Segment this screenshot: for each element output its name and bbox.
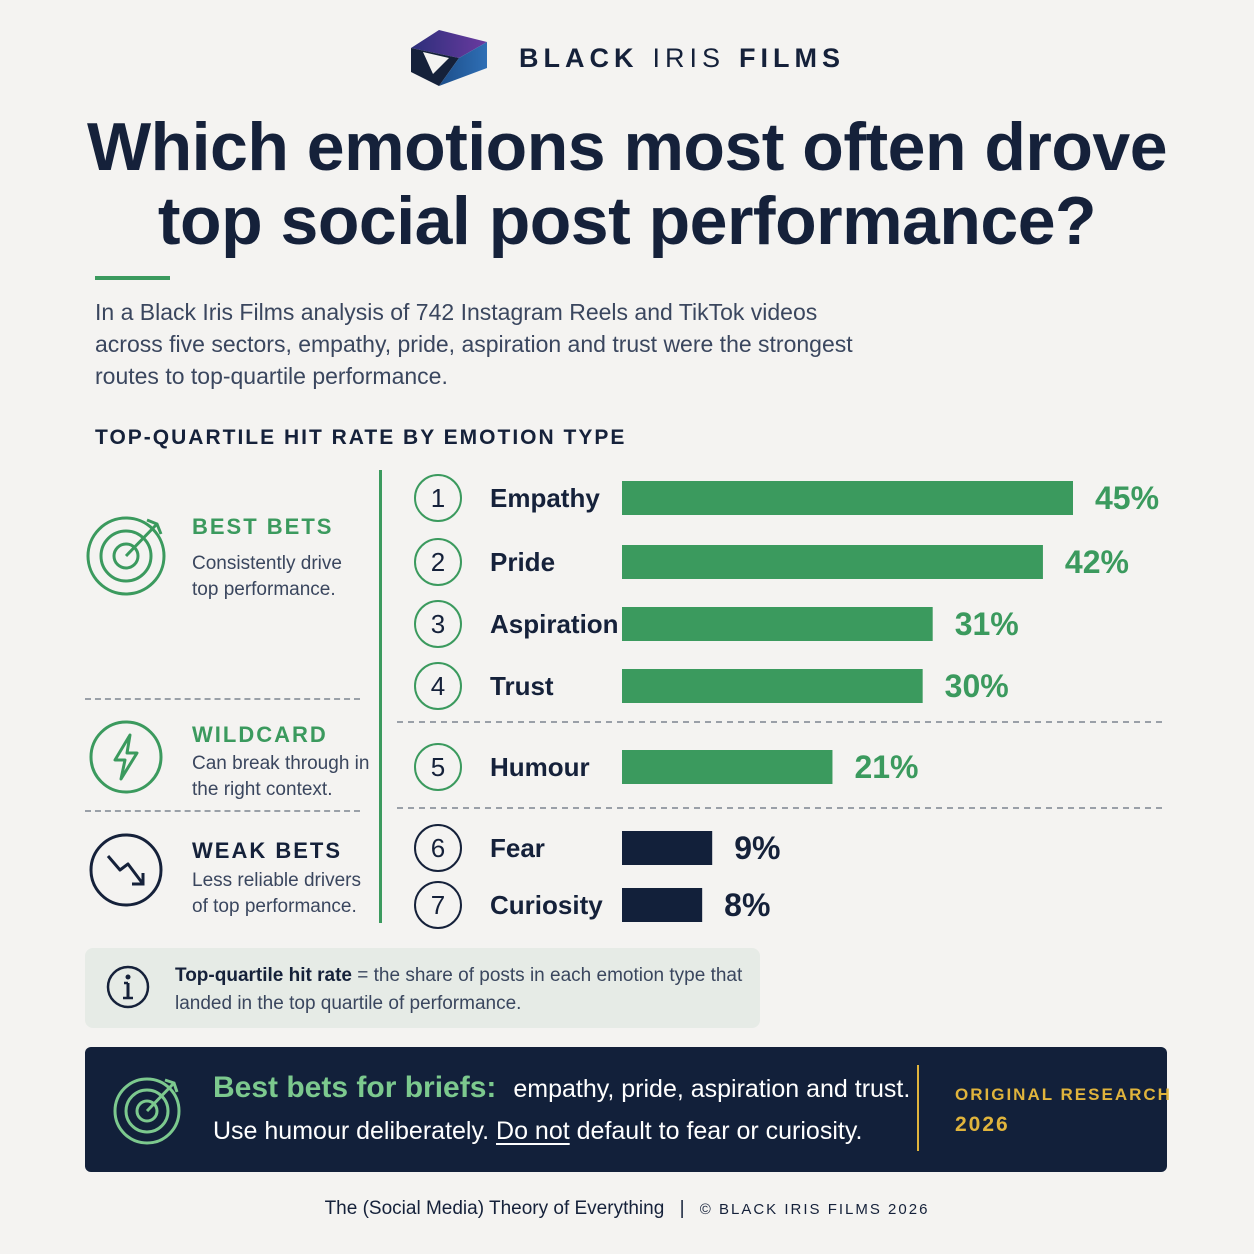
legend-divider [85, 698, 360, 700]
info-note-term: Top-quartile hit rate [175, 965, 352, 986]
legend-weak-bets-desc: Less reliable drivers of top performance… [192, 870, 361, 917]
category-label: Curiosity [490, 890, 603, 920]
bar [622, 750, 833, 784]
chart-row: 5 Humour 21% [414, 743, 919, 791]
rank-number: 2 [431, 547, 445, 577]
rank-badge [414, 881, 462, 929]
legend-best-bets-title: BEST BETS [192, 514, 334, 539]
banner-line2-prefix: Use humour deliberately. [213, 1117, 490, 1145]
value-label: 42% [1065, 544, 1129, 580]
brand-name-part1: BLACK [518, 42, 639, 73]
footer-copyright: © BLACK IRIS FILMS 2026 [699, 1201, 930, 1218]
chart-row: 3 Aspiration 31% [414, 600, 1019, 648]
bar [622, 545, 1043, 579]
chart-row: 1 Empathy 45% [414, 474, 1159, 522]
chart-row: 2 Pride 42% [414, 538, 1129, 586]
summary-banner: Best bets for briefs: empathy, pride, as… [85, 1047, 1170, 1172]
rank-badge [414, 743, 462, 791]
lightning-icon [88, 719, 164, 795]
bar [622, 607, 933, 641]
legend-weak-bets-title: WEAK BETS [192, 838, 342, 863]
title-rule [95, 276, 170, 280]
value-label: 31% [955, 606, 1019, 642]
banner-tag-label: ORIGINAL RESEARCH [955, 1085, 1172, 1104]
target-icon [113, 1073, 185, 1145]
intro-text: In a Black Iris Films analysis of 742 In… [95, 299, 853, 389]
legend-wildcard-title: WILDCARD [192, 722, 328, 747]
banner-divider [917, 1065, 919, 1151]
value-label: 45% [1095, 480, 1159, 516]
info-icon [105, 964, 151, 1010]
banner-tag-year: 2026 [955, 1113, 1010, 1136]
brand-name: BLACK IRIS FILMS [519, 43, 845, 74]
info-note-definition: = the share of posts in each emotion typ… [175, 965, 743, 1014]
trend-down-icon [88, 832, 164, 908]
category-label: Pride [490, 547, 555, 577]
emotion-bar-chart: 1 Empathy 45% 2 Pride 42% 3 Aspiration 31% 4 Trust… [397, 474, 1162, 929]
banner-line1-text: empathy, pride, aspiration and trust. [513, 1075, 911, 1103]
category-label: Aspiration [490, 609, 619, 639]
brand-name-part2: IRIS [652, 42, 725, 73]
brand-name-part3: FILMS [739, 42, 845, 73]
category-label: Fear [490, 833, 545, 863]
rank-badge [414, 538, 462, 586]
section-heading: TOP-QUARTILE HIT RATE BY EMOTION TYPE [95, 426, 627, 449]
legend-vertical-divider [379, 470, 382, 923]
footer: The (Social Media) Theory of Everything … [0, 1198, 1254, 1220]
page-title: Which emotions most often drove top soci… [86, 109, 1168, 259]
banner-headline: Best bets for briefs: [213, 1071, 497, 1104]
black-iris-logo-icon [410, 30, 487, 86]
banner-line-2: Use humour deliberately. Do not default … [213, 1117, 862, 1146]
bar [622, 669, 923, 703]
chart-row: 6 Fear 9% [414, 824, 780, 872]
rank-number: 1 [431, 483, 445, 513]
value-label: 8% [724, 887, 770, 923]
rank-number: 7 [431, 890, 445, 920]
brand-header: BLACK IRIS FILMS [0, 28, 1254, 88]
category-label: Humour [490, 752, 590, 782]
rank-badge [414, 474, 462, 522]
rank-badge [414, 824, 462, 872]
chart-row: 4 Trust 30% [414, 662, 1009, 710]
info-note-text: Top-quartile hit rate = the share of pos… [175, 962, 750, 1018]
bar [622, 481, 1073, 515]
rank-number: 6 [431, 833, 445, 863]
category-label: Empathy [490, 483, 600, 513]
value-label: 30% [945, 668, 1009, 704]
banner-line2-emphasis: Do not [496, 1117, 570, 1145]
banner-line-1: Best bets for briefs: empathy, pride, as… [213, 1071, 910, 1105]
category-label: Trust [490, 671, 554, 701]
rank-number: 4 [431, 671, 445, 701]
bar [622, 831, 713, 865]
footer-text: The (Social Media) Theory of Everything [324, 1198, 665, 1219]
rank-number: 5 [431, 752, 445, 782]
rank-badge [414, 600, 462, 648]
chart-row: 7 Curiosity 8% [414, 881, 770, 929]
footer-separator: | [679, 1198, 685, 1219]
value-label: 9% [734, 830, 780, 866]
value-label: 21% [854, 749, 918, 785]
legend-divider [85, 810, 360, 812]
legend-best-bets-desc: Consistently drive top performance. [192, 553, 342, 600]
bar [622, 888, 703, 922]
rank-badge [414, 662, 462, 710]
banner-line2-suffix: default to fear or curiosity. [576, 1117, 863, 1145]
rank-number: 3 [431, 609, 445, 639]
legend-wildcard-desc: Can break through in the right context. [192, 753, 370, 800]
target-icon [85, 512, 170, 597]
info-note: Top-quartile hit rate = the share of pos… [85, 948, 760, 1028]
